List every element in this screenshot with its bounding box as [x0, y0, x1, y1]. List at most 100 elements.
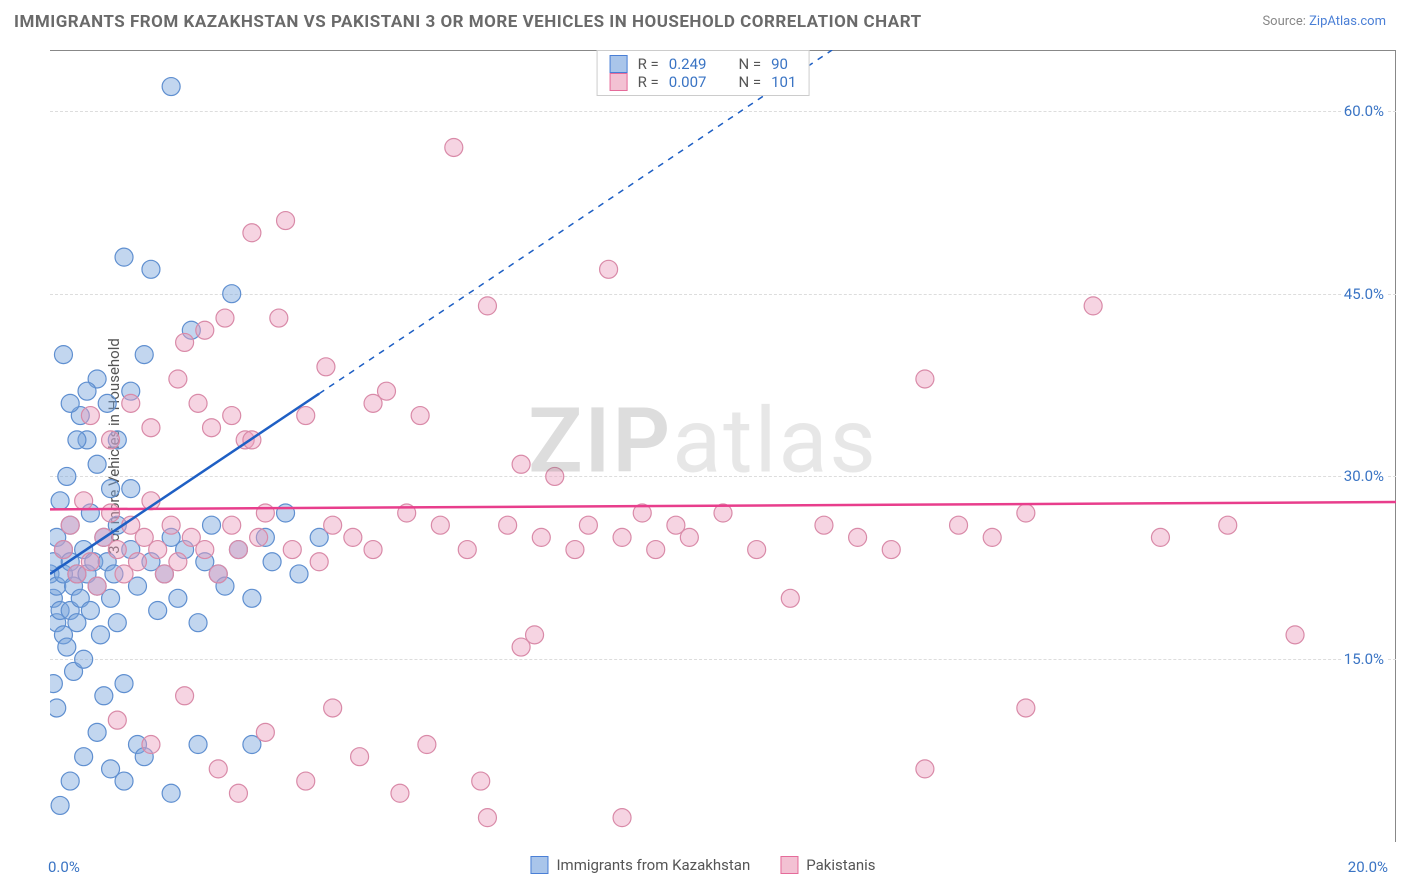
- data-point: [122, 394, 140, 412]
- data-point: [216, 309, 234, 327]
- data-point: [916, 370, 934, 388]
- data-point: [317, 358, 335, 376]
- data-point: [209, 760, 227, 778]
- data-point: [297, 772, 315, 790]
- data-point: [162, 784, 180, 802]
- data-point: [512, 455, 530, 473]
- data-point: [108, 614, 126, 632]
- data-point: [81, 601, 99, 619]
- data-point: [81, 407, 99, 425]
- legend-row-kazakhstan: R = 0.249 N = 90: [610, 55, 797, 73]
- source-label: Source:: [1262, 14, 1305, 29]
- data-point: [169, 589, 187, 607]
- y-axis-tick: 15.0%: [1342, 650, 1386, 668]
- data-point: [169, 553, 187, 571]
- data-point: [1084, 297, 1102, 315]
- swatch-kazakhstan: [610, 55, 628, 73]
- scatter-svg: [50, 50, 1396, 842]
- data-point: [950, 516, 968, 534]
- data-point: [115, 248, 133, 266]
- trendline-kazakhstan-dashed: [319, 50, 832, 394]
- data-point: [256, 504, 274, 522]
- data-point: [290, 565, 308, 583]
- data-point: [189, 394, 207, 412]
- data-point: [75, 650, 93, 668]
- data-point: [310, 553, 328, 571]
- data-point: [566, 541, 584, 559]
- data-point: [283, 541, 301, 559]
- data-point: [189, 614, 207, 632]
- data-point: [149, 541, 167, 559]
- data-point: [277, 212, 295, 230]
- data-point: [680, 528, 698, 546]
- data-point: [61, 516, 79, 534]
- data-point: [122, 480, 140, 498]
- y-axis-tick: 60.0%: [1342, 102, 1386, 120]
- n-value-pakistanis: 101: [771, 73, 796, 91]
- data-point: [748, 541, 766, 559]
- data-point: [203, 516, 221, 534]
- data-point: [600, 260, 618, 278]
- data-point: [115, 772, 133, 790]
- data-point: [478, 297, 496, 315]
- data-point: [263, 553, 281, 571]
- x-axis-tick-max: 20.0%: [1348, 858, 1388, 876]
- data-point: [75, 748, 93, 766]
- data-point: [391, 784, 409, 802]
- data-point: [229, 784, 247, 802]
- data-point: [142, 419, 160, 437]
- data-point: [916, 760, 934, 778]
- r-value-pakistanis: 0.007: [669, 73, 707, 91]
- data-point: [1017, 699, 1035, 717]
- data-point: [1219, 516, 1237, 534]
- data-point: [162, 78, 180, 96]
- data-point: [613, 528, 631, 546]
- data-point: [162, 516, 180, 534]
- data-point: [351, 748, 369, 766]
- legend-item-pakistanis: Pakistanis: [780, 856, 875, 874]
- data-point: [243, 589, 261, 607]
- data-point: [88, 577, 106, 595]
- data-point: [142, 736, 160, 754]
- data-point: [223, 516, 241, 534]
- data-point: [324, 699, 342, 717]
- data-point: [344, 528, 362, 546]
- y-axis-tick: 30.0%: [1342, 467, 1386, 485]
- data-point: [58, 638, 76, 656]
- data-point: [169, 370, 187, 388]
- data-point: [50, 699, 66, 717]
- data-point: [203, 419, 221, 437]
- data-point: [270, 309, 288, 327]
- legend-item-kazakhstan: Immigrants from Kazakhstan: [530, 856, 750, 874]
- legend-row-pakistanis: R = 0.007 N = 101: [610, 73, 797, 91]
- data-point: [458, 541, 476, 559]
- data-point: [324, 516, 342, 534]
- data-point: [51, 796, 69, 814]
- swatch-pakistanis-icon: [780, 856, 798, 874]
- data-point: [229, 541, 247, 559]
- data-point: [88, 723, 106, 741]
- chart-title: IMMIGRANTS FROM KAZAKHSTAN VS PAKISTANI …: [14, 12, 922, 32]
- data-point: [250, 528, 268, 546]
- data-point: [108, 711, 126, 729]
- data-point: [75, 492, 93, 510]
- data-point: [364, 394, 382, 412]
- data-point: [882, 541, 900, 559]
- data-point: [61, 394, 79, 412]
- data-point: [532, 528, 550, 546]
- data-point: [149, 601, 167, 619]
- data-point: [478, 809, 496, 827]
- data-point: [223, 407, 241, 425]
- data-point: [68, 431, 86, 449]
- data-point: [364, 541, 382, 559]
- data-point: [277, 504, 295, 522]
- data-point: [78, 382, 96, 400]
- x-axis-tick-min: 0.0%: [48, 858, 80, 876]
- correlation-legend: R = 0.249 N = 90 R = 0.007 N = 101: [597, 50, 810, 96]
- n-value-kazakhstan: 90: [771, 55, 788, 73]
- data-point: [613, 809, 631, 827]
- data-point: [647, 541, 665, 559]
- data-point: [196, 321, 214, 339]
- data-point: [102, 504, 120, 522]
- data-point: [1017, 504, 1035, 522]
